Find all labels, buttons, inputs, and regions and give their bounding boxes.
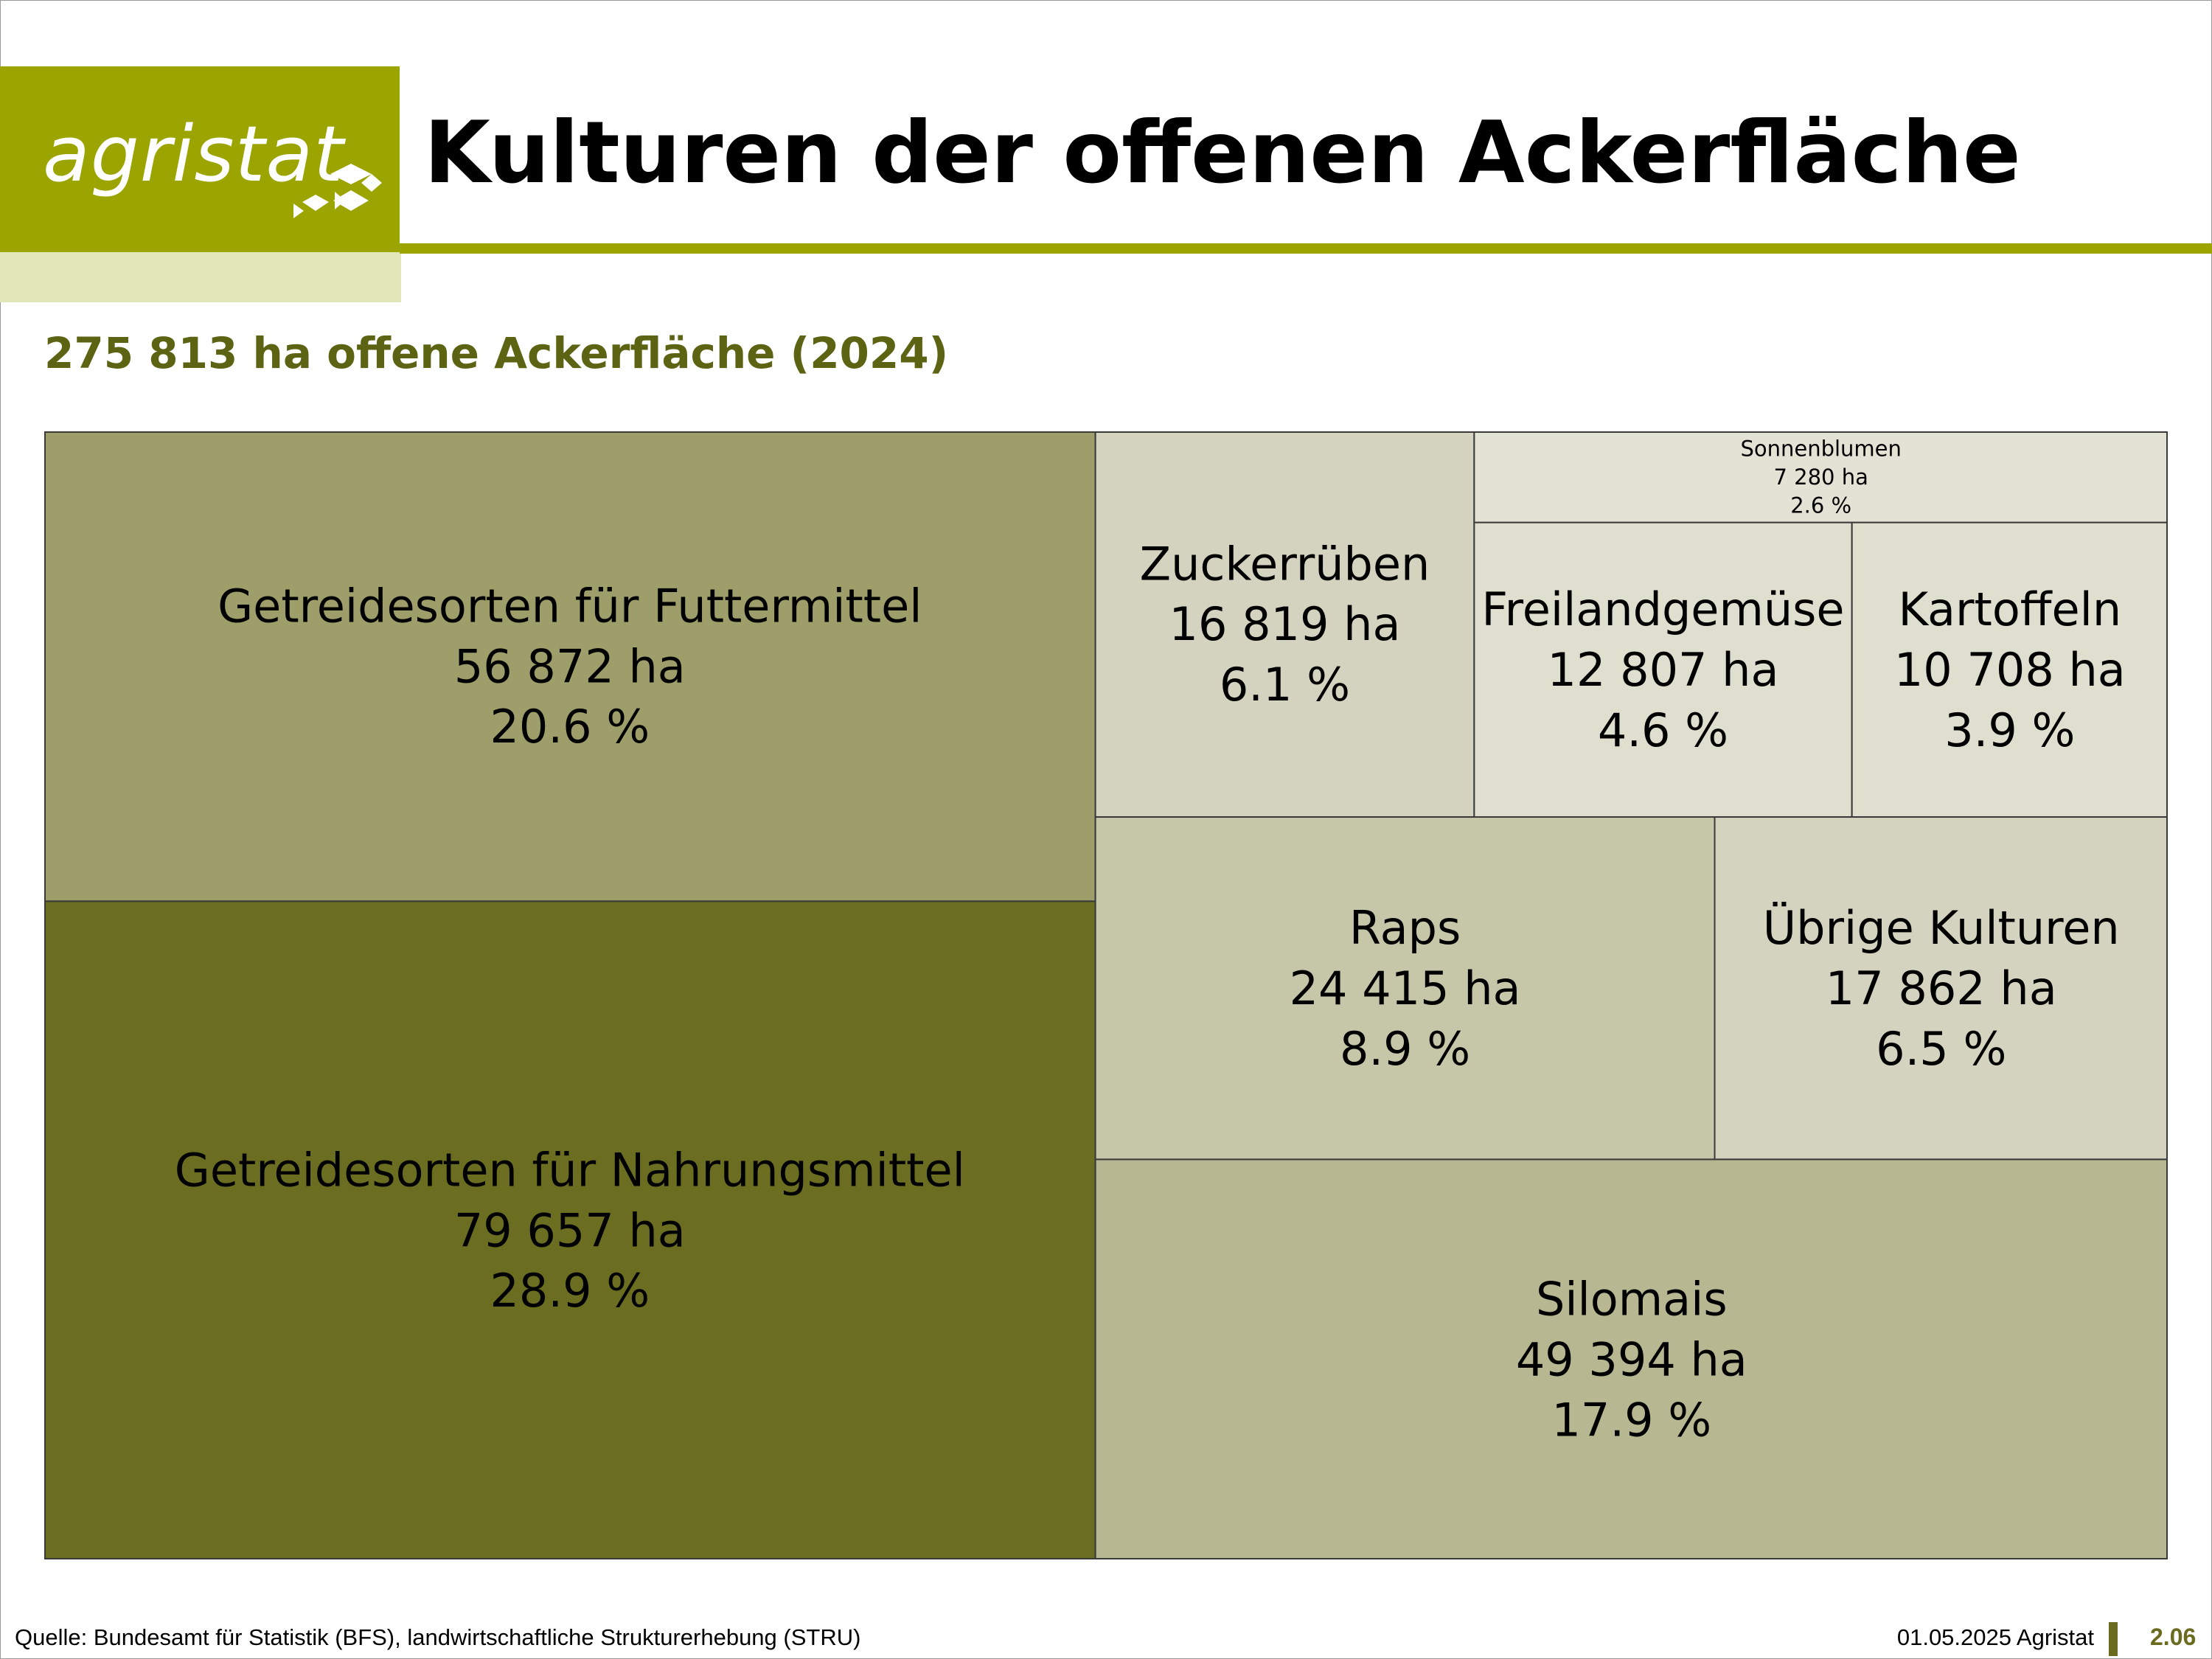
treemap-cell-sonnenblumen: Sonnenblumen 7 280 ha 2.6 % — [1473, 431, 2168, 524]
treemap-rect-uebrige-kulturen — [1714, 816, 2168, 1161]
logo-diamonds-icon — [293, 164, 382, 218]
treemap-percent-zuckerrueben: 6.1 % — [1220, 658, 1350, 712]
treemap-cell-uebrige-kulturen: Übrige Kulturen 17 862 ha 6.5 % — [1714, 816, 2168, 1161]
logo-background — [0, 66, 400, 252]
treemap-label-raps: Raps — [1349, 901, 1461, 955]
treemap-label-zuckerrueben: Zuckerrüben — [1140, 537, 1430, 591]
chart-subtitle: 275 813 ha offene Ackerfläche (2024) — [44, 328, 949, 378]
treemap-label-silomais: Silomais — [1536, 1273, 1728, 1326]
treemap-rect-freilandgemuese — [1473, 521, 1853, 818]
treemap-area-kartoffeln: 10 708 ha — [1894, 643, 2126, 697]
treemap-chart: Getreidesorten für Futtermittel 56 872 ha… — [44, 431, 2168, 1559]
treemap-label-freilandgemuese: Freilandgemüse — [1481, 582, 1844, 636]
footer-page-number: 2.06 — [2150, 1624, 2197, 1650]
treemap-cell-getreidesorten-fuer-nahrungsmittel: Getreidesorten für Nahrungsmittel 79 657 … — [44, 900, 1096, 1559]
treemap-area-sonnenblumen: 7 280 ha — [1773, 465, 1868, 490]
treemap-rect-raps — [1094, 816, 1716, 1161]
treemap-rect-silomais — [1094, 1158, 2168, 1559]
page-title: Kulturen der offenen Ackerfläche — [424, 103, 2021, 203]
treemap-rect-getreidesorten-fuer-nahrungsmittel — [44, 900, 1096, 1559]
treemap-cell-raps: Raps 24 415 ha 8.9 % — [1094, 816, 1716, 1161]
treemap-cell-freilandgemuese: Freilandgemüse 12 807 ha 4.6 % — [1473, 521, 1853, 818]
treemap-percent-freilandgemuese: 4.6 % — [1598, 703, 1728, 757]
treemap-percent-kartoffeln: 3.9 % — [1944, 703, 2075, 757]
footer-date-org: 01.05.2025 Agristat — [1896, 1624, 2094, 1650]
treemap-cell-kartoffeln: Kartoffeln 10 708 ha 3.9 % — [1851, 521, 2168, 818]
logo-wordmark: agristat — [43, 109, 344, 199]
treemap-percent-silomais: 17.9 % — [1551, 1393, 1711, 1447]
footer-divider — [2109, 1622, 2118, 1656]
treemap-cell-silomais: Silomais 49 394 ha 17.9 % — [1094, 1158, 2168, 1559]
treemap-rect-zuckerrueben — [1094, 431, 1475, 818]
logo-accent-band — [0, 252, 401, 302]
treemap-label-sonnenblumen: Sonnenblumen — [1740, 437, 1901, 462]
treemap-percent-getreidesorten-fuer-nahrungsmittel: 28.9 % — [490, 1264, 650, 1318]
treemap-area-getreidesorten-fuer-nahrungsmittel: 79 657 ha — [454, 1203, 686, 1257]
treemap-area-zuckerrueben: 16 819 ha — [1169, 597, 1401, 651]
treemap-percent-sonnenblumen: 2.6 % — [1790, 493, 1851, 518]
treemap-percent-raps: 8.9 % — [1340, 1022, 1470, 1076]
header-rule — [400, 243, 2212, 254]
treemap-rect-getreidesorten-fuer-futtermittel — [44, 431, 1096, 902]
treemap-cell-zuckerrueben: Zuckerrüben 16 819 ha 6.1 % — [1094, 431, 1475, 818]
treemap-border — [44, 431, 2168, 1559]
treemap-label-getreidesorten-fuer-nahrungsmittel: Getreidesorten für Nahrungsmittel — [175, 1144, 965, 1197]
treemap-label-uebrige-kulturen: Übrige Kulturen — [1763, 901, 2120, 955]
treemap-rect-sonnenblumen — [1473, 431, 2168, 524]
treemap-label-getreidesorten-fuer-futtermittel: Getreidesorten für Futtermittel — [218, 580, 922, 633]
treemap-label-kartoffeln: Kartoffeln — [1898, 582, 2121, 636]
treemap-area-freilandgemuese: 12 807 ha — [1548, 643, 1779, 697]
treemap-rect-kartoffeln — [1851, 521, 2168, 818]
footer-source: Quelle: Bundesamt für Statistik (BFS), l… — [15, 1624, 861, 1650]
treemap-percent-uebrige-kulturen: 6.5 % — [1876, 1022, 2006, 1076]
treemap-percent-getreidesorten-fuer-futtermittel: 20.6 % — [490, 700, 650, 754]
treemap-area-uebrige-kulturen: 17 862 ha — [1826, 961, 2057, 1015]
treemap-area-raps: 24 415 ha — [1290, 961, 1521, 1015]
treemap-area-silomais: 49 394 ha — [1516, 1332, 1747, 1386]
treemap-cell-getreidesorten-fuer-futtermittel: Getreidesorten für Futtermittel 56 872 ha… — [44, 431, 1096, 902]
treemap-area-getreidesorten-fuer-futtermittel: 56 872 ha — [454, 639, 686, 693]
